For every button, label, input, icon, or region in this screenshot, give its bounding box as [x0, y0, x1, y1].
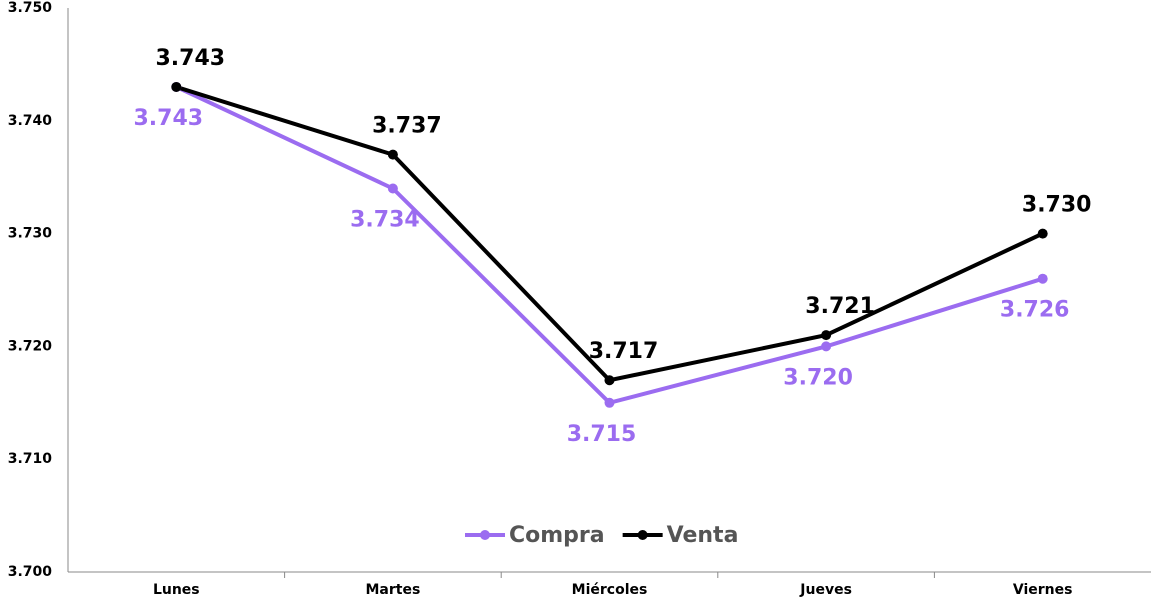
data-point	[171, 81, 182, 92]
series-line	[175, 85, 1044, 383]
data-label: 3.717	[589, 339, 659, 364]
data-point	[1037, 228, 1048, 239]
x-tick-label: Miércoles	[572, 582, 648, 598]
data-label: 3.734	[350, 207, 420, 232]
x-tick-label: Martes	[365, 582, 420, 598]
data-point	[604, 397, 615, 408]
data-label: 3.730	[1022, 193, 1092, 218]
data-label: 3.715	[567, 422, 637, 447]
legend-label: Compra	[509, 523, 605, 548]
y-tick-label: 3.710	[8, 451, 53, 467]
y-tick-label: 3.720	[8, 338, 53, 354]
data-label: 3.721	[805, 294, 875, 319]
x-tick-label: Viernes	[1013, 582, 1073, 598]
data-point	[604, 375, 615, 386]
data-point	[821, 330, 832, 341]
data-label: 3.743	[134, 106, 204, 131]
legend-marker	[480, 530, 490, 540]
data-point	[387, 149, 398, 160]
data-label: 3.720	[783, 365, 853, 390]
x-tick-label: Lunes	[153, 582, 200, 598]
data-label: 3.743	[156, 46, 226, 71]
data-point	[1037, 273, 1048, 284]
data-point	[821, 341, 832, 352]
y-tick-label: 3.730	[8, 226, 53, 242]
legend-marker	[637, 530, 648, 540]
y-tick-label: 3.750	[8, 0, 53, 16]
y-tick-label: 3.700	[8, 564, 53, 580]
data-label: 3.726	[1000, 298, 1070, 323]
data-point	[387, 183, 398, 194]
data-label: 3.737	[372, 114, 442, 139]
legend-label: Venta	[667, 523, 739, 548]
x-tick-label: Jueves	[799, 582, 852, 598]
legend: Compra Venta	[465, 523, 738, 548]
y-tick-label: 3.740	[8, 113, 53, 129]
